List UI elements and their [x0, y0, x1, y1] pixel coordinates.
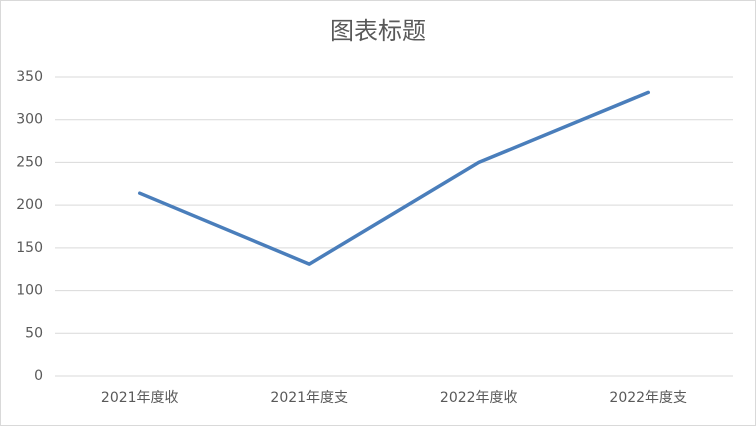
x-tick-label: 2021年度支: [270, 390, 348, 406]
x-tick-label: 2022年度收: [440, 390, 518, 406]
y-tick-label: 300: [16, 112, 43, 128]
y-tick-label: 150: [16, 240, 43, 256]
x-tick-label: 2022年度支: [609, 390, 687, 406]
y-tick-label: 0: [34, 368, 43, 384]
y-tick-label: 100: [16, 283, 43, 299]
y-tick-label: 250: [16, 154, 43, 170]
y-tick-label: 50: [25, 325, 43, 341]
chart-title: 图表标题: [330, 17, 426, 45]
y-tick-label: 200: [16, 197, 43, 213]
y-tick-label: 350: [16, 69, 43, 85]
x-tick-label: 2021年度收: [101, 390, 179, 406]
data-line: [138, 90, 650, 266]
